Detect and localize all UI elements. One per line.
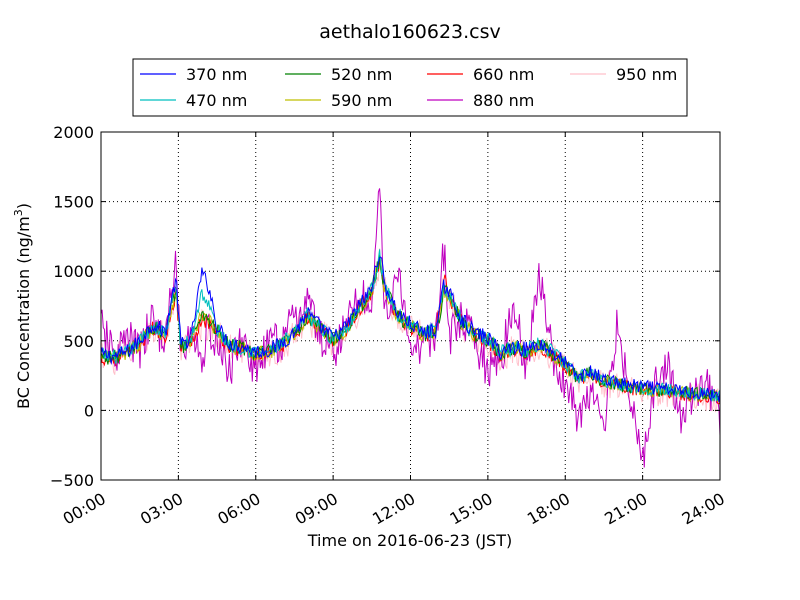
legend-label: 370 nm (186, 65, 247, 84)
legend-box (132, 58, 688, 117)
legend-label: 950 nm (616, 65, 677, 84)
y-axis-label: BC Concentration (ng/m3) (12, 203, 33, 409)
legend-label: 660 nm (473, 65, 534, 84)
plot-area (101, 132, 720, 480)
y-tick-label: 1500 (53, 193, 94, 212)
y-axis-label-superscript: 3 (12, 209, 25, 216)
y-axis-label-close: ) (14, 203, 33, 209)
legend-label: 880 nm (473, 91, 534, 110)
y-tick-label: 2000 (53, 123, 94, 142)
y-tick-label: 0 (84, 401, 94, 420)
chart-title: aethalo160623.csv (319, 21, 501, 43)
legend-label: 590 nm (331, 91, 392, 110)
series-line-370-nm (100, 256, 721, 402)
series-line-880-nm (100, 188, 721, 468)
x-axis-label: Time on 2016-06-23 (JST) (307, 531, 512, 550)
y-axis-label-main: BC Concentration (ng/m (14, 216, 33, 409)
legend: 370 nm 470 nm 520 nm 590 nm 660 nm 880 nm 950 … (132, 58, 688, 117)
series-lines (100, 188, 721, 468)
y-tick-label: 1000 (53, 262, 94, 281)
y-tick-label: −500 (50, 471, 94, 490)
y-tick-label: 500 (63, 332, 94, 351)
legend-label: 470 nm (186, 91, 247, 110)
legend-label: 520 nm (331, 65, 392, 84)
